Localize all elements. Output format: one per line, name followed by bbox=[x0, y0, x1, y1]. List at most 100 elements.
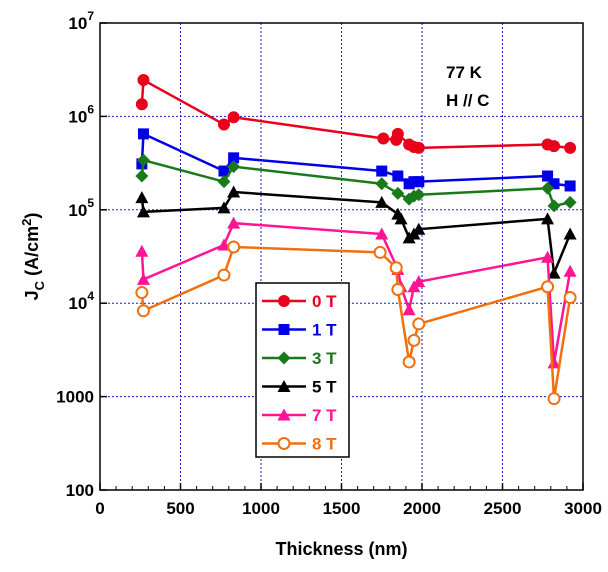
legend-box bbox=[255, 282, 350, 458]
data-point bbox=[135, 191, 149, 204]
y-tick-label: 104 bbox=[68, 289, 94, 313]
legend-swatch-marker bbox=[278, 324, 290, 335]
data-point bbox=[541, 250, 555, 263]
x-tick-label: 2000 bbox=[403, 499, 441, 518]
y-tick-label: 106 bbox=[68, 102, 94, 126]
legend-swatch-marker bbox=[277, 351, 291, 365]
y-axis-title-unit-end: ) bbox=[22, 213, 42, 219]
data-point bbox=[375, 195, 389, 208]
data-point bbox=[563, 291, 577, 305]
data-point bbox=[136, 304, 150, 318]
annotation-field-direction: H // C bbox=[446, 91, 489, 110]
y-axis-title-sub: C bbox=[32, 280, 47, 290]
data-point bbox=[391, 283, 405, 297]
data-point bbox=[137, 128, 149, 140]
series-line bbox=[140, 158, 571, 208]
x-tick-label: 1500 bbox=[323, 499, 361, 518]
x-tick-label: 500 bbox=[166, 499, 194, 518]
legend: 0 T 1 T 3 T 5 T 7 T 8 T bbox=[255, 282, 350, 458]
data-point bbox=[136, 272, 150, 285]
series-line bbox=[140, 221, 572, 365]
series-line bbox=[140, 78, 571, 150]
x-axis-title: Thickness (nm) bbox=[275, 539, 407, 559]
series-3 bbox=[135, 185, 577, 279]
data-point bbox=[547, 356, 561, 369]
data-point bbox=[391, 127, 404, 140]
data-point bbox=[563, 264, 577, 277]
data-point bbox=[373, 245, 387, 259]
data-point bbox=[228, 152, 240, 164]
y-tick-label: 100 bbox=[66, 481, 94, 500]
legend-item: 1 T bbox=[262, 321, 337, 340]
series-line bbox=[140, 245, 572, 400]
x-tick-label: 0 bbox=[95, 499, 104, 518]
x-tick-label: 1000 bbox=[242, 499, 280, 518]
x-tick-label: 2500 bbox=[484, 499, 522, 518]
y-axis-title-main: J bbox=[22, 290, 42, 300]
legend-item: 7 T bbox=[262, 406, 337, 425]
legend-item: 8 T bbox=[262, 435, 337, 454]
data-point bbox=[541, 181, 555, 195]
series-2 bbox=[135, 153, 577, 213]
data-point bbox=[377, 132, 390, 145]
series-0 bbox=[135, 74, 577, 154]
data-point bbox=[136, 153, 150, 167]
data-point bbox=[548, 178, 560, 190]
data-point bbox=[412, 188, 426, 202]
data-point bbox=[227, 111, 240, 124]
series-layer bbox=[135, 74, 577, 406]
data-point bbox=[227, 216, 241, 229]
data-point bbox=[564, 141, 577, 154]
y-tick-label: 105 bbox=[68, 196, 94, 220]
y-axis-title-sup: 2 bbox=[19, 219, 34, 226]
data-point bbox=[135, 244, 149, 257]
data-point bbox=[564, 180, 576, 192]
y-tick-label: 107 bbox=[68, 9, 94, 33]
data-point bbox=[547, 392, 561, 406]
legend-label: 8 T bbox=[312, 435, 337, 454]
data-point bbox=[413, 176, 425, 188]
data-point bbox=[412, 317, 426, 331]
data-point bbox=[547, 266, 561, 279]
y-tick-labels: 100 1000 104 105 106 107 bbox=[56, 9, 94, 500]
data-point bbox=[217, 175, 231, 189]
data-point bbox=[542, 170, 554, 182]
data-point bbox=[412, 222, 426, 235]
y-axis-title-unit: (A/cm bbox=[22, 226, 42, 281]
data-point bbox=[412, 275, 426, 288]
data-point bbox=[412, 141, 425, 154]
legend-item: 3 T bbox=[262, 349, 337, 368]
axis-ticks bbox=[99, 22, 584, 491]
data-point bbox=[563, 195, 577, 209]
annotation-temperature: 77 K bbox=[446, 63, 483, 82]
legend-swatch-marker bbox=[277, 380, 291, 392]
legend-label: 1 T bbox=[312, 321, 337, 340]
legend-swatch-marker bbox=[278, 295, 290, 307]
data-point bbox=[402, 355, 416, 369]
data-point bbox=[375, 227, 389, 240]
series-1 bbox=[136, 128, 576, 192]
legend-item: 0 T bbox=[262, 292, 337, 311]
data-point bbox=[541, 212, 555, 225]
legend-label: 5 T bbox=[312, 378, 337, 397]
x-tick-labels: 0 500 1000 1500 2000 2500 3000 bbox=[95, 499, 602, 518]
y-axis-title: JC (A/cm2) bbox=[19, 213, 47, 301]
data-point bbox=[136, 205, 150, 218]
legend-item: 5 T bbox=[262, 378, 337, 397]
data-point bbox=[217, 118, 230, 131]
data-point bbox=[227, 240, 241, 254]
legend-swatch-marker bbox=[277, 408, 291, 421]
y-tick-label: 1000 bbox=[56, 388, 94, 407]
data-point bbox=[548, 140, 561, 153]
data-point bbox=[407, 333, 421, 347]
series-4 bbox=[135, 216, 577, 369]
data-point bbox=[541, 280, 555, 294]
data-point bbox=[227, 160, 241, 174]
data-point bbox=[218, 165, 230, 177]
data-point bbox=[135, 286, 149, 300]
data-point bbox=[389, 261, 403, 275]
legend-label: 3 T bbox=[312, 349, 337, 368]
data-point bbox=[135, 169, 149, 183]
data-point bbox=[375, 177, 389, 191]
